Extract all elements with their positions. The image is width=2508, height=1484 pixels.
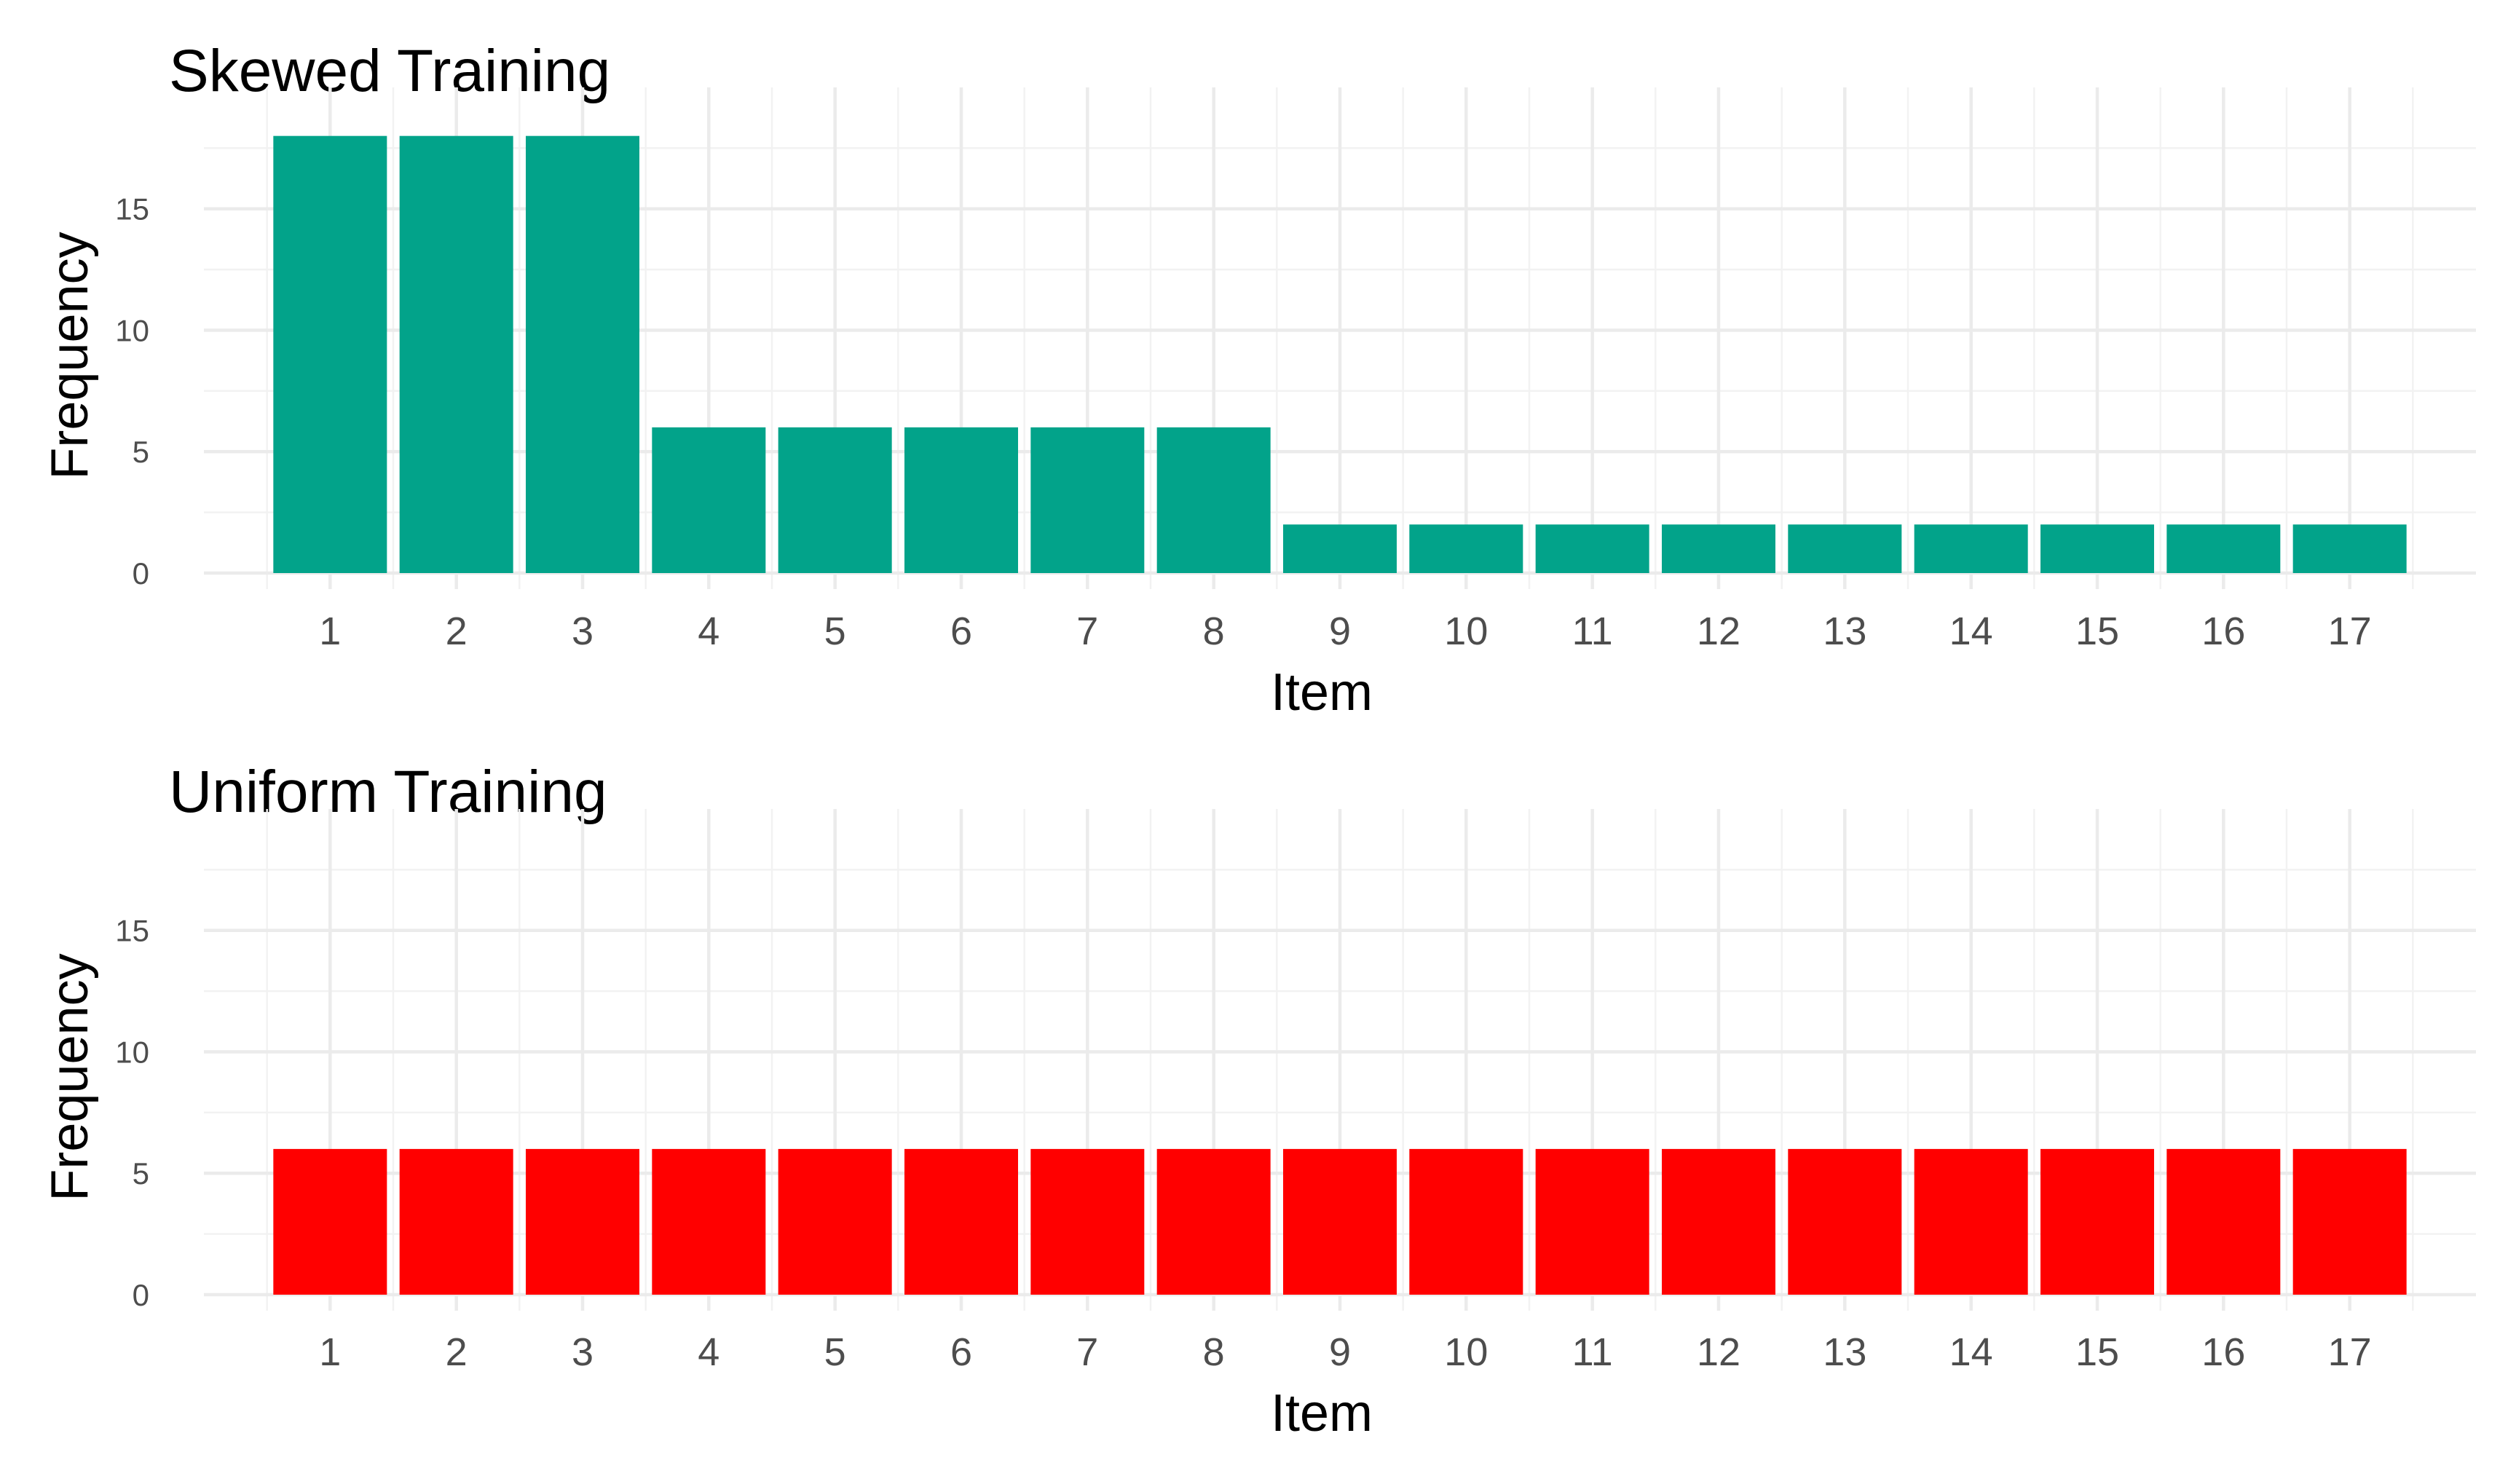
bar-item-9 (1283, 1148, 1397, 1295)
bar-item-17 (2292, 524, 2407, 573)
bar-item-8 (1156, 1148, 1271, 1295)
bar-item-14 (1914, 1148, 2028, 1295)
bar-item-4 (652, 427, 766, 573)
x-tick-labels: 1 2 3 4 5 6 7 8 9 10 11 12 13 14 15 16 17 (319, 1330, 2371, 1374)
x-tick-label: 2 (446, 1330, 468, 1374)
bar-item-13 (1788, 1148, 1902, 1295)
y-tick-label: 10 (115, 1035, 149, 1069)
x-tick-label: 5 (824, 609, 846, 653)
x-tick-label: 16 (2201, 1330, 2245, 1374)
x-tick-labels: 1 2 3 4 5 6 7 8 9 10 11 12 13 14 15 16 17 (319, 609, 2371, 653)
x-tick-label: 13 (1823, 1330, 1866, 1374)
bar-item-17 (2292, 1148, 2407, 1295)
x-tick-label: 10 (1444, 609, 1488, 653)
bar-item-12 (1662, 524, 1775, 573)
y-tick-label: 15 (115, 192, 149, 226)
bars (273, 135, 2407, 574)
x-tick-label: 17 (2328, 1330, 2372, 1374)
x-tick-label: 13 (1823, 609, 1866, 653)
bar-item-8 (1156, 427, 1271, 573)
y-tick-label: 5 (133, 1156, 149, 1191)
x-tick-label: 9 (1329, 609, 1351, 653)
x-tick-label: 2 (446, 609, 468, 653)
bar-item-15 (2040, 1148, 2154, 1295)
bar-item-1 (273, 1148, 387, 1295)
bar-item-3 (526, 1148, 639, 1295)
uniform-training-panel: Uniform Training 1 2 3 4 5 6 7 8 9 10 11 12 13 14 15 16… (41, 759, 2476, 1442)
x-tick-label: 9 (1329, 1330, 1351, 1374)
chart-title: Uniform Training (169, 759, 607, 825)
bar-item-9 (1283, 524, 1397, 573)
bar-item-2 (399, 135, 513, 574)
bars (273, 1148, 2407, 1295)
x-tick-label: 11 (1572, 609, 1613, 653)
bar-item-6 (904, 1148, 1018, 1295)
bar-item-2 (399, 1148, 513, 1295)
bar-item-7 (1030, 427, 1145, 573)
bar-item-14 (1914, 524, 2028, 573)
x-tick-label: 6 (950, 609, 972, 653)
x-tick-label: 12 (1697, 609, 1740, 653)
bar-item-3 (526, 135, 639, 574)
x-tick-label: 7 (1076, 609, 1098, 653)
y-tick-labels: 0 5 10 15 (115, 192, 149, 591)
y-tick-label: 15 (115, 914, 149, 948)
bar-item-7 (1030, 1148, 1145, 1295)
x-tick-label: 8 (1203, 609, 1225, 653)
skewed-training-panel: Skewed Training 1 2 3 4 5 6 7 8 9 10 11 12 13 14 15 16 1… (41, 38, 2476, 722)
bar-item-4 (652, 1148, 766, 1295)
chart-title: Skewed Training (169, 38, 610, 104)
x-tick-label: 1 (319, 1330, 341, 1374)
bar-item-13 (1788, 524, 1902, 573)
bar-item-10 (1409, 1148, 1523, 1295)
x-axis-title: Item (1271, 663, 1373, 722)
x-tick-label: 1 (319, 609, 341, 653)
x-tick-label: 14 (1949, 609, 1993, 653)
x-tick-label: 11 (1572, 1330, 1613, 1374)
bar-item-16 (2166, 524, 2281, 573)
x-tick-label: 14 (1949, 1330, 1993, 1374)
x-axis-title: Item (1271, 1384, 1373, 1442)
y-tick-label: 0 (133, 1278, 149, 1312)
x-tick-label: 5 (824, 1330, 846, 1374)
bar-item-1 (273, 135, 387, 574)
bar-item-16 (2166, 1148, 2281, 1295)
x-tick-label: 3 (572, 1330, 594, 1374)
bar-item-6 (904, 427, 1018, 573)
bar-item-5 (778, 427, 892, 573)
y-tick-label: 5 (133, 435, 149, 469)
x-tick-label: 16 (2201, 609, 2245, 653)
y-axis-title: Frequency (41, 953, 99, 1201)
x-tick-label: 8 (1203, 1330, 1225, 1374)
bar-item-15 (2040, 524, 2154, 573)
bar-item-5 (778, 1148, 892, 1295)
x-tick-label: 15 (2075, 1330, 2119, 1374)
y-tick-labels: 0 5 10 15 (115, 914, 149, 1312)
x-tick-label: 17 (2328, 609, 2372, 653)
x-tick-label: 15 (2075, 609, 2119, 653)
bar-item-12 (1662, 1148, 1775, 1295)
bar-item-10 (1409, 524, 1523, 573)
x-tick-label: 12 (1697, 1330, 1740, 1374)
y-tick-label: 10 (115, 313, 149, 347)
y-tick-label: 0 (133, 556, 149, 591)
x-tick-label: 4 (698, 1330, 719, 1374)
bar-item-11 (1535, 1148, 1649, 1295)
y-axis-title: Frequency (41, 232, 99, 479)
x-tick-label: 4 (698, 609, 719, 653)
x-tick-label: 3 (572, 609, 594, 653)
bar-item-11 (1535, 524, 1649, 573)
x-tick-label: 7 (1076, 1330, 1098, 1374)
x-tick-label: 10 (1444, 1330, 1488, 1374)
x-tick-label: 6 (950, 1330, 972, 1374)
